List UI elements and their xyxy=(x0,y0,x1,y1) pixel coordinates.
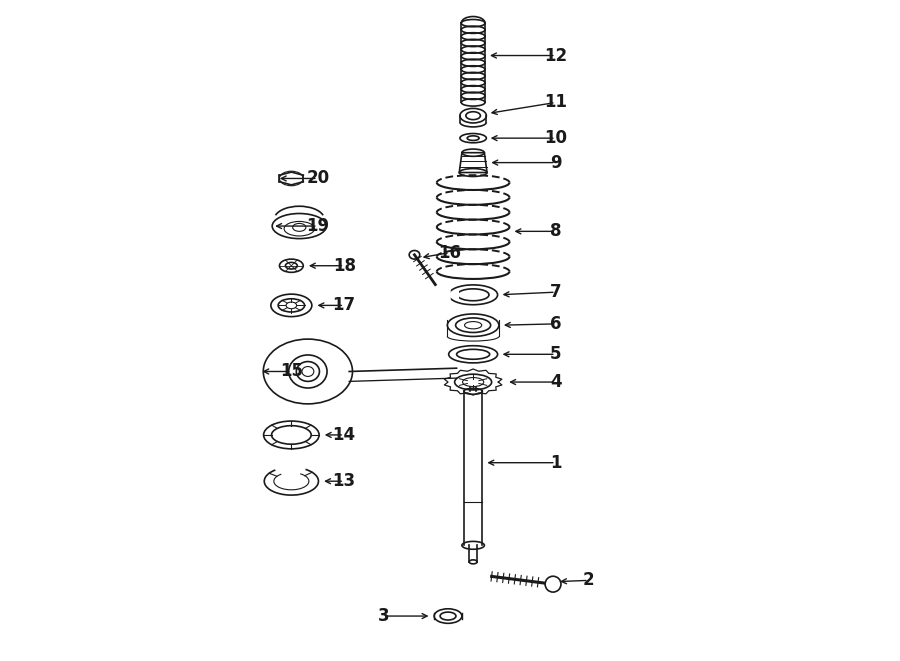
Text: 13: 13 xyxy=(333,472,356,490)
Text: 6: 6 xyxy=(550,315,562,333)
Text: 8: 8 xyxy=(550,222,562,241)
Text: 11: 11 xyxy=(544,93,567,112)
Text: 18: 18 xyxy=(333,256,356,275)
Text: 14: 14 xyxy=(333,426,356,444)
Text: 2: 2 xyxy=(583,571,595,590)
Text: 1: 1 xyxy=(550,453,562,472)
Text: 7: 7 xyxy=(550,283,562,301)
Text: 19: 19 xyxy=(306,217,329,235)
Text: 16: 16 xyxy=(438,243,462,262)
Text: 4: 4 xyxy=(550,373,562,391)
Text: 10: 10 xyxy=(544,129,567,147)
Text: 9: 9 xyxy=(550,153,562,172)
Text: 15: 15 xyxy=(280,362,303,381)
Text: 12: 12 xyxy=(544,46,567,65)
Text: 20: 20 xyxy=(306,169,329,188)
Text: 3: 3 xyxy=(378,607,390,625)
Text: 5: 5 xyxy=(550,345,562,364)
Text: 17: 17 xyxy=(333,296,356,315)
